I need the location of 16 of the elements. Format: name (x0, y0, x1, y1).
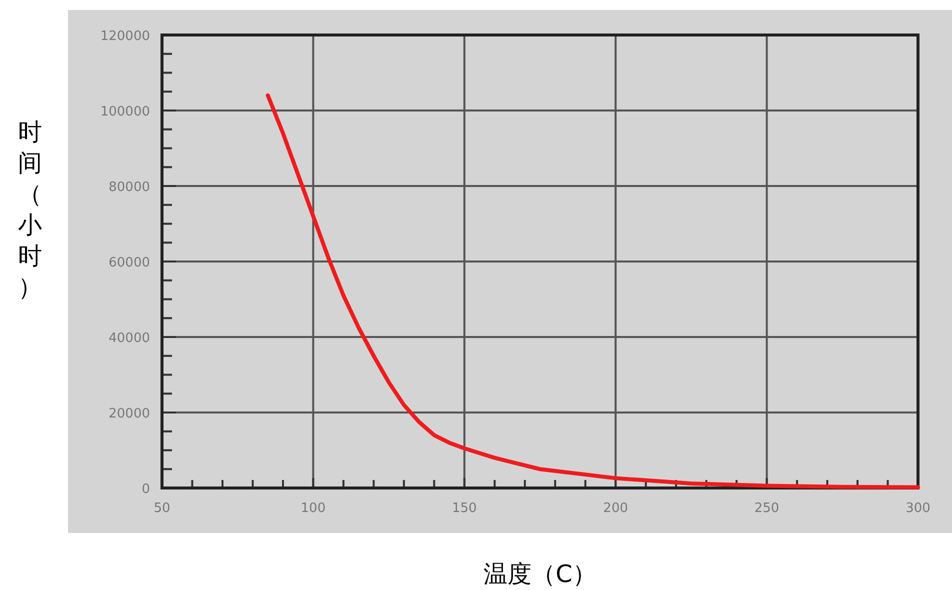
x-axis-title: 温度（C） (484, 560, 596, 588)
y-tick-label: 120000 (100, 29, 150, 44)
x-tick-label: 100 (300, 501, 326, 516)
x-tick-label: 150 (452, 501, 477, 516)
x-tick-label: 300 (906, 501, 930, 516)
y-axis-title: 时间（小时） (18, 118, 42, 301)
x-tick-label: 200 (603, 501, 628, 516)
y-tick-label: 60000 (108, 256, 150, 270)
x-tick-label: 250 (754, 501, 780, 516)
x-tick-label: 50 (154, 501, 170, 516)
y-tick-label: 20000 (108, 406, 150, 422)
y-tick-label: 0 (142, 482, 150, 497)
line-series (266, 93, 920, 490)
y-tick-label: 40000 (108, 331, 150, 346)
y-tick-label: 100000 (100, 104, 150, 120)
y-tick-label: 80000 (108, 180, 150, 195)
